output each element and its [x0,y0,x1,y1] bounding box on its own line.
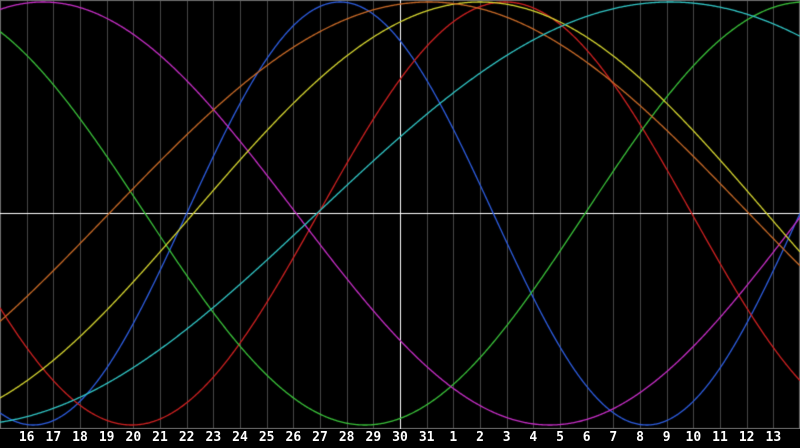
x-axis-label: 5 [556,430,564,445]
x-axis-label: 22 [178,430,195,445]
biorhythm-plot-canvas [0,0,800,429]
x-axis-label: 10 [685,430,702,445]
x-axis: 16 17 18 19 20 21 22 23 24 25 26 27 28 29 30 31 1 2 3 4 5 6 7 8… [0,429,800,448]
x-axis-label: 20 [125,430,142,445]
x-axis-label: 7 [609,430,618,445]
x-axis-label: 31 [418,430,435,445]
x-axis-label: 3 [502,430,511,445]
x-axis-label: 29 [365,430,382,445]
x-axis-label: 18 [72,430,88,445]
x-axis-label: 16 [18,430,35,445]
x-axis-label: 26 [285,430,302,445]
x-axis-label: 23 [205,430,222,445]
x-axis-label: 25 [258,430,275,445]
x-axis-label: 12 [738,430,755,445]
x-axis-label: 11 [712,430,728,445]
x-axis-label: 19 [98,430,115,445]
x-axis-label: 2 [476,430,484,445]
x-axis-label: 17 [45,430,62,445]
x-axis-label: 4 [529,430,538,445]
x-axis-label: 9 [662,430,671,445]
x-axis-label: 8 [636,430,644,445]
x-axis-label-today: 30 [392,430,408,445]
x-axis-label: 27 [312,430,328,445]
x-axis-label: 13 [765,430,782,445]
x-axis-label: 28 [338,430,355,445]
x-axis-label: 24 [232,430,248,445]
x-axis-label: 6 [582,430,591,445]
x-axis-label: 21 [152,430,168,445]
x-axis-label: 1 [449,430,458,445]
